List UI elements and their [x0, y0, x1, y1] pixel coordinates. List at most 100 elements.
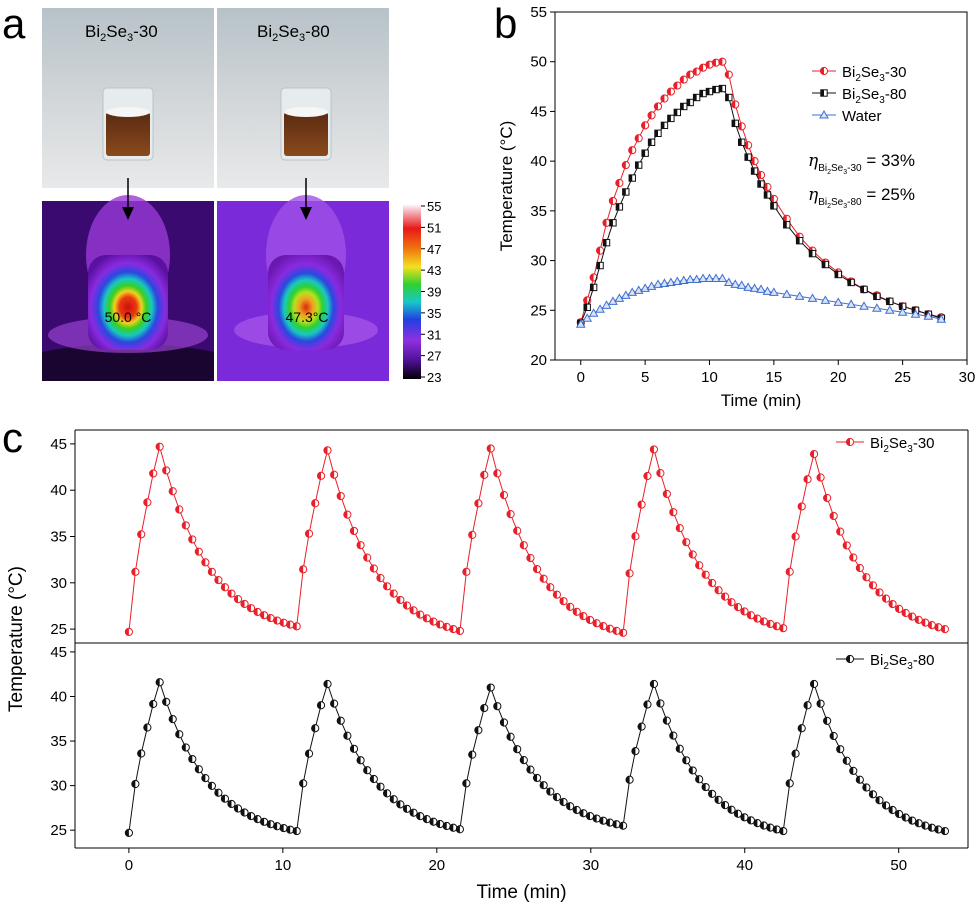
- data-point-c-1-54-fill: [474, 726, 479, 734]
- data-point-c-0-46-fill: [423, 614, 427, 622]
- data-point-c-0-11: [194, 547, 203, 556]
- data-point-b-1-27-fill: [751, 167, 755, 175]
- data-point-c-1-49: [442, 821, 451, 831]
- data-point-c-1-58-fill: [500, 718, 504, 727]
- data-point-c-0-65: [546, 583, 555, 592]
- data-point-c-0-43: [402, 601, 412, 610]
- data-point-c-0-51-fill: [456, 627, 460, 635]
- data-point-b-0-13: [660, 94, 669, 103]
- data-point-c-0-51: [455, 626, 465, 636]
- data-point-c-1-72-fill: [593, 814, 597, 823]
- data-point-c-1-4-fill: [149, 700, 154, 708]
- data-point-c-0-23-fill: [273, 616, 278, 625]
- data-point-b-0-4-fill: [602, 219, 607, 227]
- data-point-b-0-20-fill: [705, 61, 710, 69]
- data-point-c-0-16: [227, 589, 236, 598]
- data-point-c-0-26-fill: [293, 622, 297, 630]
- y-tick-label-c: 35: [50, 733, 67, 750]
- data-point-c-1-79-fill: [637, 723, 642, 731]
- data-point-b-2-28-tri: [756, 284, 766, 293]
- sample-1-label: Bi2Se3-30: [85, 22, 158, 44]
- data-point-b-0-17: [686, 70, 695, 79]
- y-tick-label-c: 45: [50, 644, 67, 661]
- data-point-c-0-104-fill: [798, 502, 802, 511]
- data-point-b-1-14-fill: [667, 115, 671, 122]
- data-point-c-0-105-fill: [803, 475, 808, 483]
- data-point-c-0-31: [323, 446, 332, 455]
- data-point-c-1-85: [675, 744, 684, 753]
- data-point-c-1-89: [701, 782, 710, 792]
- data-point-b-1-22: [718, 84, 727, 93]
- data-point-c-1-95: [740, 813, 749, 822]
- data-point-c-0-32: [330, 470, 339, 479]
- data-point-c-0-8-fill: [175, 505, 180, 514]
- data-point-c-1-109: [829, 731, 838, 741]
- data-point-c-0-54-fill: [474, 499, 479, 507]
- data-point-c-1-55: [480, 703, 489, 713]
- data-point-b-1-33-fill: [809, 250, 813, 257]
- data-point-c-1-84-fill: [669, 732, 674, 740]
- data-point-c-1-50-fill: [449, 824, 454, 832]
- data-point-c-0-117-fill: [882, 595, 887, 603]
- data-point-b-2-17-tri: [685, 274, 696, 283]
- data-point-c-1-77-fill: [625, 776, 630, 784]
- data-point-b-0-26-fill: [744, 141, 749, 149]
- data-point-c-1-84: [669, 731, 678, 740]
- data-point-b-0-9-fill: [635, 134, 639, 142]
- arrow-1: [122, 178, 134, 220]
- data-point-b-2-0-tri: [575, 319, 586, 328]
- data-point-c-0-25-fill: [286, 621, 291, 629]
- data-point-c-1-41-fill: [390, 795, 394, 803]
- data-point-c-0-107: [816, 473, 825, 482]
- data-point-b-0-2-fill: [590, 273, 594, 282]
- data-point-c-0-81-fill: [650, 445, 654, 454]
- legend-b-marker-2-tri: [819, 109, 829, 119]
- data-point-b-1-9: [634, 161, 643, 169]
- data-point-c-1-23-fill: [273, 822, 278, 830]
- data-point-b-1-27: [750, 167, 759, 175]
- data-point-c-1-95-fill: [740, 813, 745, 821]
- data-point-b-2-18-tri: [691, 274, 702, 283]
- data-point-c-1-26-fill: [293, 827, 297, 835]
- data-point-b-2-15-tri: [672, 276, 683, 285]
- efficiency-annotations: ηBi2Se3-30 = 33% ηBi2Se3-80 = 25%: [808, 151, 915, 210]
- data-point-c-0-50-fill: [449, 625, 454, 633]
- data-point-c-1-32-fill: [330, 700, 335, 708]
- data-point-c-1-29: [311, 724, 320, 733]
- data-point-c-0-93: [727, 598, 736, 607]
- legend-b-label-3: Water: [842, 108, 881, 125]
- data-point-c-0-105: [803, 475, 812, 484]
- data-point-c-0-77-fill: [625, 569, 630, 577]
- data-point-b-0-22-fill: [718, 58, 723, 66]
- data-point-b-1-34: [821, 260, 830, 269]
- data-point-c-0-87-fill: [689, 550, 693, 559]
- data-point-c-1-69: [572, 805, 581, 815]
- data-point-c-0-5-fill: [156, 443, 160, 451]
- data-point-c-1-69-fill: [573, 806, 577, 814]
- data-point-c-0-79: [637, 500, 646, 509]
- data-point-b-1-4: [602, 238, 611, 247]
- data-point-c-0-83-fill: [663, 490, 667, 498]
- data-point-b-2-7: [620, 290, 631, 299]
- data-point-c-1-111-fill: [843, 757, 847, 765]
- x-tick-label-c: 20: [428, 857, 445, 874]
- data-point-c-0-125-fill: [934, 623, 939, 631]
- data-point-c-0-90: [708, 578, 717, 588]
- data-point-c-0-45: [416, 610, 425, 619]
- data-point-c-1-109-fill: [830, 732, 834, 740]
- colorbar-tick-label: 35: [427, 306, 441, 321]
- data-point-c-0-126-fill: [941, 625, 945, 633]
- data-point-c-0-59-fill: [506, 510, 511, 518]
- data-point-c-1-20-fill: [253, 815, 258, 823]
- data-point-c-0-60-fill: [513, 527, 518, 535]
- data-point-c-1-96-fill: [747, 816, 751, 825]
- data-point-b-2-43: [936, 314, 947, 323]
- data-point-c-1-103: [791, 749, 800, 758]
- data-point-c-0-55-fill: [480, 471, 485, 479]
- data-point-b-1-23: [725, 93, 733, 102]
- data-point-c-1-76-fill: [619, 822, 624, 830]
- data-point-b-2-12-tri: [653, 279, 663, 288]
- data-point-c-0-18-fill: [240, 600, 245, 608]
- data-point-c-1-52-fill: [462, 779, 467, 787]
- data-point-c-1-33-fill: [337, 717, 341, 725]
